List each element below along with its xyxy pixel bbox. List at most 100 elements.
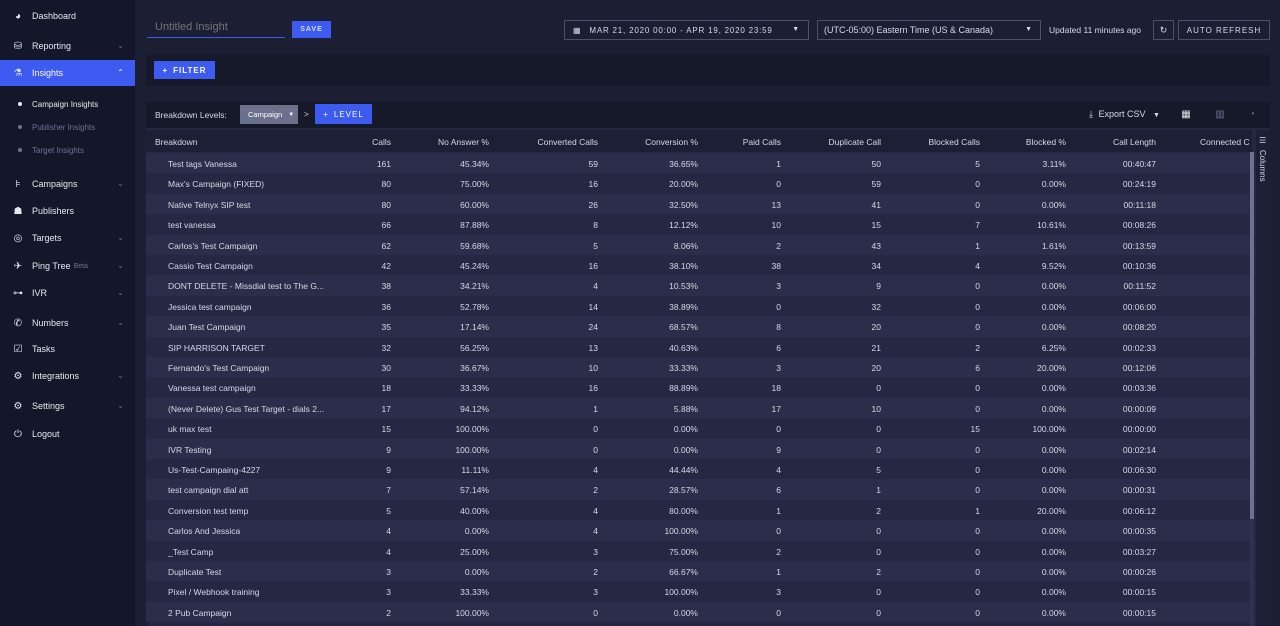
column-header-paid-calls[interactable]: Paid Calls (742, 137, 781, 147)
refresh-button[interactable]: ↻ (1153, 20, 1174, 40)
date-range-picker[interactable]: ▦ MAR 21, 2020 00:00 - APR 19, 2020 23:5… (564, 20, 809, 40)
table-cell: 0.00% (1041, 444, 1066, 455)
table-cell: 2 (876, 567, 881, 577)
table-cell: 0 (975, 199, 980, 210)
table-cell: 4 (593, 465, 598, 475)
sidebar-item-publishers[interactable]: ☗ Publishers (0, 198, 135, 224)
table-row[interactable]: Us-Test-Campaing-4227 9 11.11% 4 44.44% 4 5 0 0.… (146, 459, 1252, 480)
sidebar-item-ping-tree[interactable]: ✈ Ping Tree Beta ⌄ (0, 253, 135, 279)
table-cell: 26 (588, 199, 598, 210)
column-header-call-length[interactable]: Call Length (1112, 137, 1156, 147)
pie-chart-view-icon[interactable]: ◔ (1248, 108, 1256, 120)
cell-breakdown: 2 Pub Campaign (168, 607, 232, 618)
table-row[interactable]: Jessica test campaign 36 52.78% 14 38.89% 0 32… (146, 295, 1252, 317)
table-cell: 100.00% (664, 587, 698, 598)
table-row[interactable]: Carlos's Test Campaign 62 59.68% 5 8.06% 2 43 1… (146, 234, 1252, 255)
table-row[interactable]: test campaign dial att 7 57.14% 2 28.57% 6 1 0 0… (146, 479, 1252, 500)
table-cell: 18 (771, 383, 781, 394)
table-row[interactable]: Pixel / Webhook training 3 33.33% 3 100.00% 3… (146, 581, 1252, 602)
table-cell: 2 (386, 607, 391, 618)
table-view-icon[interactable]: ▦ (1181, 108, 1191, 120)
table-cell: 6 (776, 485, 781, 496)
column-header-duplicate-call[interactable]: Duplicate Call (828, 137, 881, 147)
table-cell: 0.00% (1041, 567, 1066, 577)
table-cell: 0.00% (464, 567, 489, 577)
sidebar-subitem-target-insights[interactable]: Target Insights (0, 140, 135, 160)
bar-chart-view-icon[interactable]: ▥ (1215, 108, 1225, 120)
column-header-connected-calls[interactable]: Connected C (1200, 137, 1250, 147)
breakdown-level-select[interactable]: Campaign ▼ (240, 105, 298, 124)
table-row[interactable]: Max's Campaign (FIXED) 80 75.00% 16 20.00% 0 5… (146, 173, 1252, 194)
sidebar-item-numbers[interactable]: ✆ Numbers ⌄ (0, 310, 135, 336)
table-cell: 1 (975, 240, 980, 251)
table-row[interactable]: Native Telnyx SIP test 80 60.00% 26 32.50% 13… (146, 193, 1252, 215)
table-row[interactable]: DONT DELETE - Missdial test to The G... 3… (146, 275, 1252, 296)
column-header-blocked-calls[interactable]: Blocked Calls (928, 137, 981, 147)
sidebar-subitem-campaign-insights[interactable]: Campaign Insights (0, 94, 135, 114)
column-header-breakdown[interactable]: Breakdown (155, 137, 198, 147)
table-cell: 11.11% (461, 465, 489, 475)
table-row[interactable]: Fernando's Test Campaign 30 36.67% 10 33.33%… (146, 357, 1252, 378)
sidebar-item-integrations[interactable]: ⚙ Integrations ⌄ (0, 363, 135, 389)
table-row[interactable]: Juan Test Campaign 35 17.14% 24 68.57% 8 20 0 0.… (146, 316, 1252, 337)
sidebar-item-tasks[interactable]: ☑ Tasks (0, 336, 135, 362)
column-header-converted-calls[interactable]: Converted Calls (537, 137, 598, 147)
table-cell: 00:00:15 (1122, 587, 1156, 598)
sidebar-item-campaigns[interactable]: ⊧ Campaigns ⌄ (0, 171, 135, 197)
table-row[interactable]: Duplicate Test 3 0.00% 2 66.67% 1 2 0 0.00% 00:00… (146, 561, 1252, 582)
sidebar-item-targets[interactable]: ◎ Targets ⌄ (0, 225, 135, 251)
filter-button[interactable]: + FILTER (154, 61, 215, 79)
table-toolbar: Breakdown Levels: Campaign ▼ > + LEVEL ⤓… (146, 102, 1270, 128)
table-row[interactable]: IVR Testing 9 100.00% 0 0.00% 9 0 0 0.00% 00:02:1… (146, 438, 1252, 459)
sidebar-item-dashboard[interactable]: ◕ Dashboard (0, 3, 135, 29)
table-row[interactable]: SIP HARRISON TARGET 32 56.25% 13 40.63% 6 21 2 6… (146, 336, 1252, 357)
sidebar-subitem-publisher-insights[interactable]: Publisher Insights (0, 117, 135, 137)
auto-refresh-button[interactable]: AUTO REFRESH (1178, 20, 1270, 40)
table-row[interactable]: Test tags Vanessa 161 45.34% 59 36.65% 1 50 5 3.… (146, 153, 1252, 174)
table-cell: 17 (771, 403, 781, 414)
scrollbar-thumb[interactable] (1250, 152, 1254, 519)
timezone-select[interactable]: (UTC-05:00) Eastern Time (US & Canada) ▼ (817, 20, 1041, 40)
cell-breakdown: DONT DELETE - Missdial test to The G... (168, 281, 325, 292)
table-cell: 9.52% (1041, 261, 1066, 271)
columns-side-panel[interactable]: ☰ Columns (1256, 130, 1270, 626)
table-row[interactable]: 2 Pub Campaign 2 100.00% 0 0.00% 0 0 0 0.00% 00:0… (146, 601, 1252, 623)
sidebar-item-insights[interactable]: ⚗ Insights ⌃ (0, 60, 135, 86)
table-row[interactable]: Carlos And Jessica 4 0.00% 4 100.00% 0 0 0 0.00%… (146, 520, 1252, 541)
table-cell: 36 (381, 301, 391, 312)
column-header-calls[interactable]: Calls (372, 137, 391, 147)
sidebar-item-ivr[interactable]: ⊶ IVR ⌄ (0, 280, 135, 306)
table-row[interactable]: test vanessa 66 87.88% 8 12.12% 10 15 7 10.61% 00… (146, 214, 1252, 235)
table-row[interactable]: (Never Delete) Gus Test Target - dials 2… (146, 397, 1252, 419)
table-cell: 87.88% (460, 220, 489, 231)
save-button[interactable]: SAVE (292, 21, 331, 38)
table-row[interactable]: _Test Camp 4 25.00% 3 75.00% 2 0 0 0.00% 00:03:27 (146, 540, 1252, 561)
column-header-conversion[interactable]: Conversion % (645, 137, 698, 147)
bullet-icon (18, 125, 22, 129)
column-header-blocked-pct[interactable]: Blocked % (1025, 137, 1066, 147)
sidebar-item-label: IVR (32, 288, 48, 298)
table-row[interactable]: uk max test 15 100.00% 0 0.00% 0 0 15 100.00% 00:… (146, 418, 1252, 439)
table-cell: 8 (593, 220, 598, 231)
sidebar-subitem-label: Publisher Insights (32, 122, 96, 132)
table-cell: 0.00% (1041, 199, 1066, 210)
table-row[interactable]: Cassio Test Campaign 42 45.24% 16 38.10% 38 34… (146, 255, 1252, 276)
table-cell: 1.61% (1041, 240, 1066, 251)
table-row[interactable]: Conversion test temp 5 40.00% 4 80.00% 1 2 1 20.… (146, 499, 1252, 521)
column-header-no-answer[interactable]: No Answer % (437, 137, 489, 147)
sidebar-item-settings[interactable]: ⚙ Settings ⌄ (0, 393, 135, 419)
sidebar-item-reporting[interactable]: ⛁ Reporting ⌄ (0, 33, 135, 59)
top-bar: SAVE ▦ MAR 21, 2020 00:00 - APR 19, 2020… (135, 0, 1280, 52)
table-row[interactable]: Vanessa test campaign 18 33.33% 16 88.89% 18 0… (146, 377, 1252, 398)
insight-title-input[interactable] (147, 16, 285, 38)
export-csv-button[interactable]: ⤓ Export CSV ▼ (1089, 109, 1160, 120)
table-cell: 00:00:09 (1122, 403, 1156, 414)
date-range-value: MAR 21, 2020 00:00 - APR 19, 2020 23:59 (589, 25, 773, 35)
table-cell: 00:00:31 (1122, 485, 1156, 496)
table-cell: 2 (975, 342, 980, 353)
table-cell: 32 (871, 301, 881, 312)
sidebar-item-logout[interactable]: ⏻ Logout (0, 421, 135, 447)
sidebar-item-label: Targets (32, 233, 62, 243)
add-level-button[interactable]: + LEVEL (315, 104, 372, 124)
table-cell: 14 (588, 301, 598, 312)
